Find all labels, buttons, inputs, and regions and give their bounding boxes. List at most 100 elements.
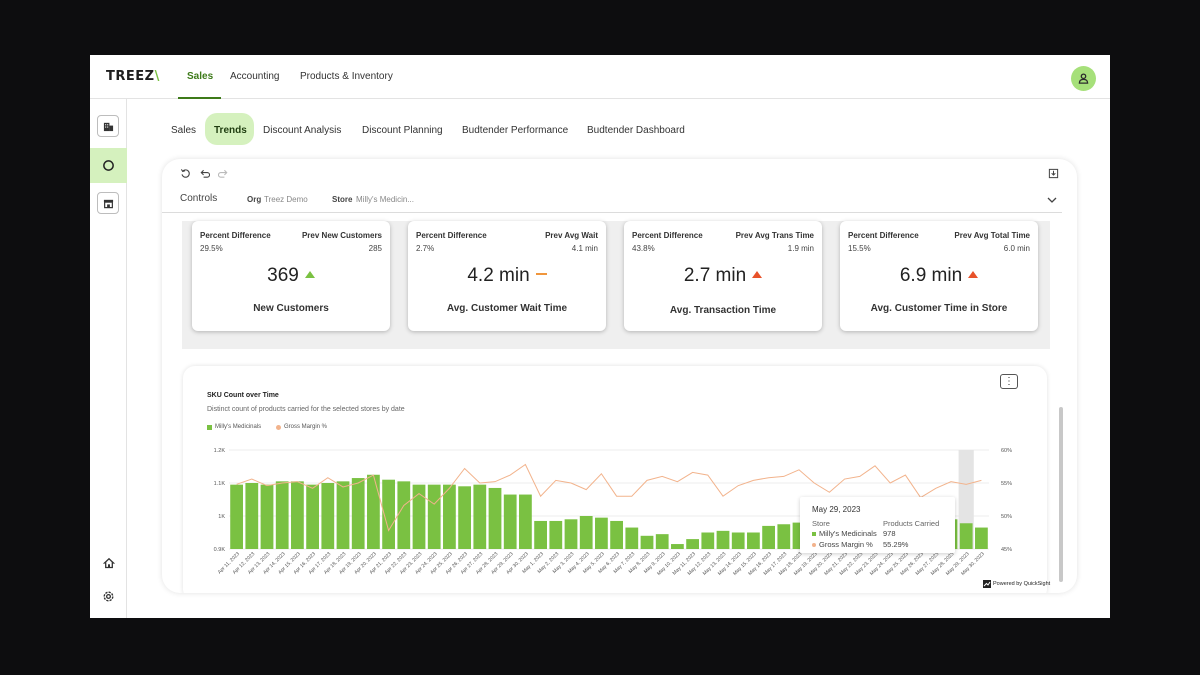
bar bbox=[427, 484, 441, 549]
kpi-card-wait-time: Percent Difference Prev Avg Wait 2.7% 4.… bbox=[408, 221, 606, 331]
tooltip-swatch-line bbox=[812, 542, 816, 547]
reset-icon bbox=[180, 168, 190, 178]
trend-up-icon bbox=[752, 270, 763, 278]
store-filter-key: Store bbox=[332, 195, 353, 204]
bar bbox=[640, 535, 654, 549]
bar bbox=[564, 519, 578, 549]
y-tick-label-left: 1.2K bbox=[214, 448, 226, 454]
top-tab-accounting[interactable]: Accounting bbox=[230, 71, 280, 82]
y-tick-label-right: 50% bbox=[1001, 514, 1012, 520]
bar bbox=[762, 525, 775, 549]
kpi-right-value: 4.1 min bbox=[571, 244, 598, 253]
kpi-right-key: Prev Avg Trans Time bbox=[735, 231, 814, 240]
side-rail bbox=[90, 99, 127, 618]
download-icon bbox=[1048, 168, 1058, 178]
subtab-budtender-performance[interactable]: Budtender Performance bbox=[462, 125, 569, 136]
kpi-left-key: Percent Difference bbox=[848, 231, 919, 240]
bar bbox=[458, 486, 471, 549]
bar bbox=[701, 532, 715, 549]
kpi-right-key: Prev New Customers bbox=[301, 231, 382, 240]
bar bbox=[747, 532, 760, 549]
reset-button[interactable] bbox=[179, 167, 191, 179]
bar bbox=[519, 494, 532, 549]
store-filter-value[interactable]: Milly's Medicin... bbox=[356, 195, 414, 204]
rail-store-button[interactable] bbox=[97, 192, 119, 214]
bar bbox=[488, 487, 502, 549]
app-window: TREEZ\ Sales Accounting Products & Inven… bbox=[90, 55, 1110, 618]
top-tab-products-inventory[interactable]: Products & Inventory bbox=[300, 71, 393, 82]
circle-icon bbox=[103, 160, 114, 171]
undo-button[interactable] bbox=[198, 167, 210, 179]
bar bbox=[503, 494, 517, 549]
kpi-card-time-in-store: Percent Difference Prev Avg Total Time 1… bbox=[840, 221, 1038, 331]
logo-text: TREEZ bbox=[106, 69, 155, 84]
store-icon bbox=[103, 199, 113, 208]
legend-item-line[interactable]: Gross Margin % bbox=[276, 424, 327, 430]
bar bbox=[534, 520, 547, 549]
top-nav: TREEZ\ Sales Accounting Products & Inven… bbox=[90, 55, 1110, 99]
kpi-left-key: Percent Difference bbox=[200, 231, 271, 240]
powered-by: Powered by QuickSight bbox=[983, 580, 1050, 588]
redo-button[interactable] bbox=[217, 167, 229, 179]
subtab-trends[interactable]: Trends bbox=[214, 125, 247, 136]
kpi-right-value: 6.0 min bbox=[1003, 244, 1030, 253]
bar bbox=[397, 481, 411, 549]
active-tab-indicator bbox=[178, 97, 221, 99]
bar bbox=[777, 524, 791, 549]
tooltip-row2-label: Gross Margin % bbox=[819, 540, 873, 549]
chart-menu-button[interactable]: ⋮ bbox=[1000, 374, 1018, 389]
org-filter-value[interactable]: Treez Demo bbox=[264, 195, 308, 204]
user-avatar-button[interactable] bbox=[1071, 66, 1096, 91]
bar bbox=[473, 484, 487, 549]
tooltip-row-store: Milly's Medicinals bbox=[812, 529, 877, 538]
subtab-discount-planning[interactable]: Discount Planning bbox=[362, 125, 443, 136]
quicksight-logo-icon bbox=[983, 580, 991, 588]
gross-margin-line bbox=[236, 463, 982, 532]
kpi-title: New Customers bbox=[253, 303, 329, 314]
vertical-scrollbar[interactable] bbox=[1059, 407, 1063, 582]
subtab-budtender-dashboard[interactable]: Budtender Dashboard bbox=[587, 125, 685, 136]
chevron-down-icon[interactable] bbox=[1046, 194, 1058, 206]
kpi-main-value: 4.2 min bbox=[467, 265, 530, 286]
y-tick-label-right: 55% bbox=[1001, 481, 1012, 487]
kpi-main-value: 2.7 min bbox=[683, 265, 747, 286]
bar bbox=[686, 539, 699, 549]
bar bbox=[655, 534, 669, 549]
top-tab-sales[interactable]: Sales bbox=[187, 71, 214, 82]
bar bbox=[595, 517, 608, 549]
legend-swatch-line bbox=[276, 424, 281, 430]
trend-up-icon bbox=[304, 270, 315, 278]
bar bbox=[959, 523, 973, 549]
bar bbox=[245, 483, 259, 549]
treez-logo[interactable]: TREEZ\ bbox=[106, 69, 160, 84]
kpi-right-value: 285 bbox=[368, 244, 382, 253]
bar bbox=[625, 527, 639, 549]
download-button[interactable] bbox=[1047, 167, 1059, 179]
legend-swatch-bars bbox=[207, 424, 212, 430]
bar bbox=[731, 532, 745, 549]
rail-settings-button[interactable] bbox=[101, 589, 116, 604]
kpi-card-transaction-time: Percent Difference Prev Avg Trans Time 4… bbox=[624, 221, 822, 331]
tooltip-row1-value: 978 bbox=[883, 529, 896, 538]
kpi-title: Avg. Customer Wait Time bbox=[446, 303, 568, 314]
tooltip-swatch-bar bbox=[812, 531, 816, 536]
bar bbox=[275, 481, 289, 549]
controls-bar[interactable]: Controls Org Treez Demo Store Milly's Me… bbox=[162, 189, 1062, 213]
bar bbox=[549, 520, 563, 549]
subtab-sales[interactable]: Sales bbox=[171, 125, 197, 136]
legend-item-bars[interactable]: Milly's Medicinals bbox=[207, 424, 261, 430]
kpi-card-new-customers: Percent Difference Prev New Customers 29… bbox=[192, 221, 390, 331]
rail-analytics-button[interactable] bbox=[90, 148, 127, 183]
chart-title: SKU Count over Time bbox=[207, 392, 279, 399]
bar bbox=[443, 484, 456, 549]
rail-home-button[interactable] bbox=[101, 555, 116, 570]
bar bbox=[321, 483, 335, 549]
tooltip-row1-label: Milly's Medicinals bbox=[819, 529, 877, 538]
redo-icon bbox=[217, 169, 227, 178]
subtab-discount-analysis[interactable]: Discount Analysis bbox=[263, 125, 342, 136]
kpi-left-value: 2.7% bbox=[416, 244, 435, 253]
bar bbox=[306, 484, 319, 549]
legend-label: Gross Margin % bbox=[284, 424, 328, 430]
bar bbox=[351, 478, 365, 549]
rail-building-button[interactable] bbox=[97, 115, 119, 137]
